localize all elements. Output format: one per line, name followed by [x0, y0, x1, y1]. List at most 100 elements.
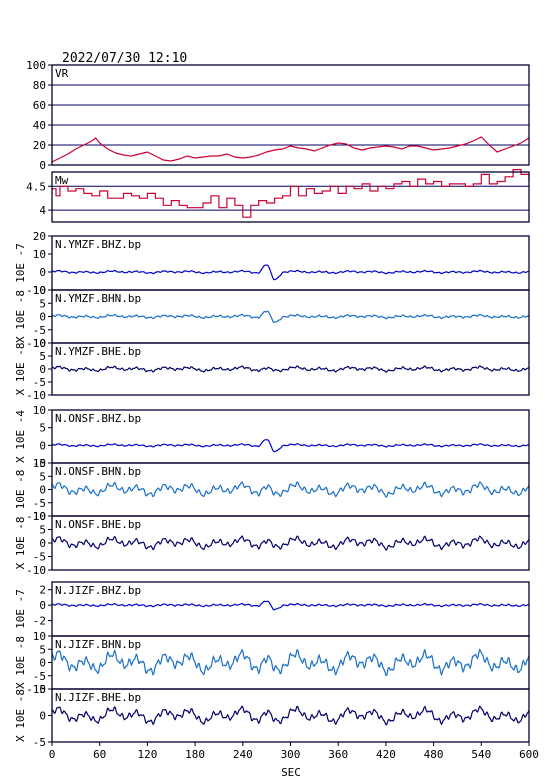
panel-frame	[51, 171, 530, 223]
y-axis-unit-label: 10E -8	[14, 470, 27, 510]
y-tick-label: 5	[39, 524, 46, 537]
y-tick-label: 0	[39, 266, 46, 279]
y-tick-label: 10	[33, 404, 46, 417]
y-tick-label: 5	[39, 683, 46, 696]
panel-label: N.JIZF.BHZ.bp	[55, 584, 141, 597]
y-tick-label: 10	[33, 337, 46, 350]
y-tick-label: -5	[33, 736, 46, 749]
y-tick-label: 20	[33, 139, 46, 152]
y-axis-unit-label: 10E -7	[14, 243, 27, 283]
y-tick-label: 100	[26, 59, 46, 72]
y-tick-label: 10	[33, 630, 46, 643]
y-tick-label: -5	[33, 457, 46, 470]
y-tick-label: 5	[39, 422, 46, 435]
series-line	[51, 535, 530, 551]
series-line	[51, 705, 530, 726]
y-tick-label: 0	[39, 484, 46, 497]
series-line	[51, 600, 530, 611]
x-axis-label: SEC	[281, 766, 301, 779]
series-line	[51, 310, 530, 324]
y-tick-label: -10	[26, 337, 46, 350]
x-tick-label: 600	[519, 748, 539, 761]
x-tick-label: 360	[328, 748, 348, 761]
y-tick-label: 0	[39, 311, 46, 324]
y-axis-unit-label: X 10E -8	[14, 517, 27, 570]
panel-label: VR	[55, 67, 69, 80]
y-tick-label: 10	[33, 248, 46, 261]
y-tick-label: 10	[33, 510, 46, 523]
x-axis: 0 60 120 180 240 300 360 420 480 540 600	[49, 742, 539, 761]
panel-label: N.YMZF.BHN.bp	[55, 292, 141, 305]
y-tick-label: -10	[26, 564, 46, 577]
y-axis-unit-label: X 10E -8	[14, 636, 27, 689]
panel-vr: 0 20 40 60 80 100 VR	[26, 59, 530, 172]
panel-n-jizf-bhe-bp: -5 0 5 N.JIZF.BHE.bp X 10E -8	[14, 683, 530, 749]
y-tick-label: 0	[39, 439, 46, 452]
y-tick-label: 5	[39, 470, 46, 483]
y-tick-label: 5	[39, 643, 46, 656]
y-tick-label: -5	[33, 670, 46, 683]
panel-label: N.YMZF.BHE.bp	[55, 345, 141, 358]
panel-label: N.JIZF.BHE.bp	[55, 691, 141, 704]
y-axis-unit-label: 10E -7	[14, 589, 27, 629]
x-tick-label: 480	[424, 748, 444, 761]
panel-label: N.YMZF.BHZ.bp	[55, 238, 141, 251]
x-tick-label: 540	[471, 748, 491, 761]
panel-n-onsf-bhz-bp: -5 0 5 10 N.ONSF.BHZ.bp X 10E -4	[14, 404, 530, 470]
panel-n-ymzf-bhz-bp: -10 0 10 20 N.YMZF.BHZ.bp 10E -7	[14, 230, 530, 297]
y-tick-label: 10	[33, 284, 46, 297]
series-line	[51, 439, 530, 453]
series-line	[52, 264, 530, 281]
y-tick-label: -10	[26, 683, 46, 696]
y-tick-label: -10	[26, 389, 46, 402]
y-tick-label: 40	[33, 119, 46, 132]
y-tick-label: -10	[26, 510, 46, 523]
y-tick-label: -5	[33, 324, 46, 337]
y-tick-label: 0	[39, 363, 46, 376]
y-tick-label: 0	[39, 537, 46, 550]
panel-mw: 4 4.5 Mw	[26, 169, 530, 223]
y-tick-label: 10	[33, 457, 46, 470]
series-line	[51, 365, 530, 373]
y-tick-label: -10	[26, 284, 46, 297]
y-axis-unit-label: X 10E -8	[14, 343, 27, 396]
x-tick-label: 180	[185, 748, 205, 761]
x-tick-label: 60	[93, 748, 106, 761]
y-tick-label: 4	[39, 204, 46, 217]
y-tick-label: -5	[33, 497, 46, 510]
y-tick-label: 20	[33, 230, 46, 243]
y-tick-label: 0	[39, 599, 46, 612]
x-tick-label: 240	[233, 748, 253, 761]
panel-label: N.ONSF.BHN.bp	[55, 465, 141, 478]
y-tick-label: 80	[33, 79, 46, 92]
y-tick-label: 2	[39, 584, 46, 597]
y-tick-label: -5	[33, 376, 46, 389]
panel-frame	[51, 342, 530, 396]
panel-label: N.ONSF.BHZ.bp	[55, 412, 141, 425]
panel-n-jizf-bhz-bp: -2 0 2 N.JIZF.BHZ.bp 10E -7	[14, 581, 530, 637]
panel-label: N.ONSF.BHE.bp	[55, 518, 141, 531]
panel-frame	[51, 64, 530, 166]
y-tick-label: 0	[39, 710, 46, 723]
datetime-header: 2022/07/30 12:10	[62, 51, 187, 66]
x-tick-label: 0	[49, 748, 56, 761]
y-tick-label: -2	[33, 615, 46, 628]
series-line	[51, 648, 530, 677]
x-tick-label: 120	[137, 748, 157, 761]
y-tick-label: 60	[33, 99, 46, 112]
x-tick-label: 300	[281, 748, 301, 761]
y-axis-unit-label: X 10E -8	[14, 290, 27, 343]
series-line	[52, 169, 530, 218]
panel-frame	[51, 515, 530, 571]
y-axis-unit-label: X 10E -8	[14, 689, 27, 742]
y-tick-label: 5	[39, 297, 46, 310]
y-tick-label: 5	[39, 350, 46, 363]
y-axis-unit-label: X 10E -4	[14, 410, 27, 463]
